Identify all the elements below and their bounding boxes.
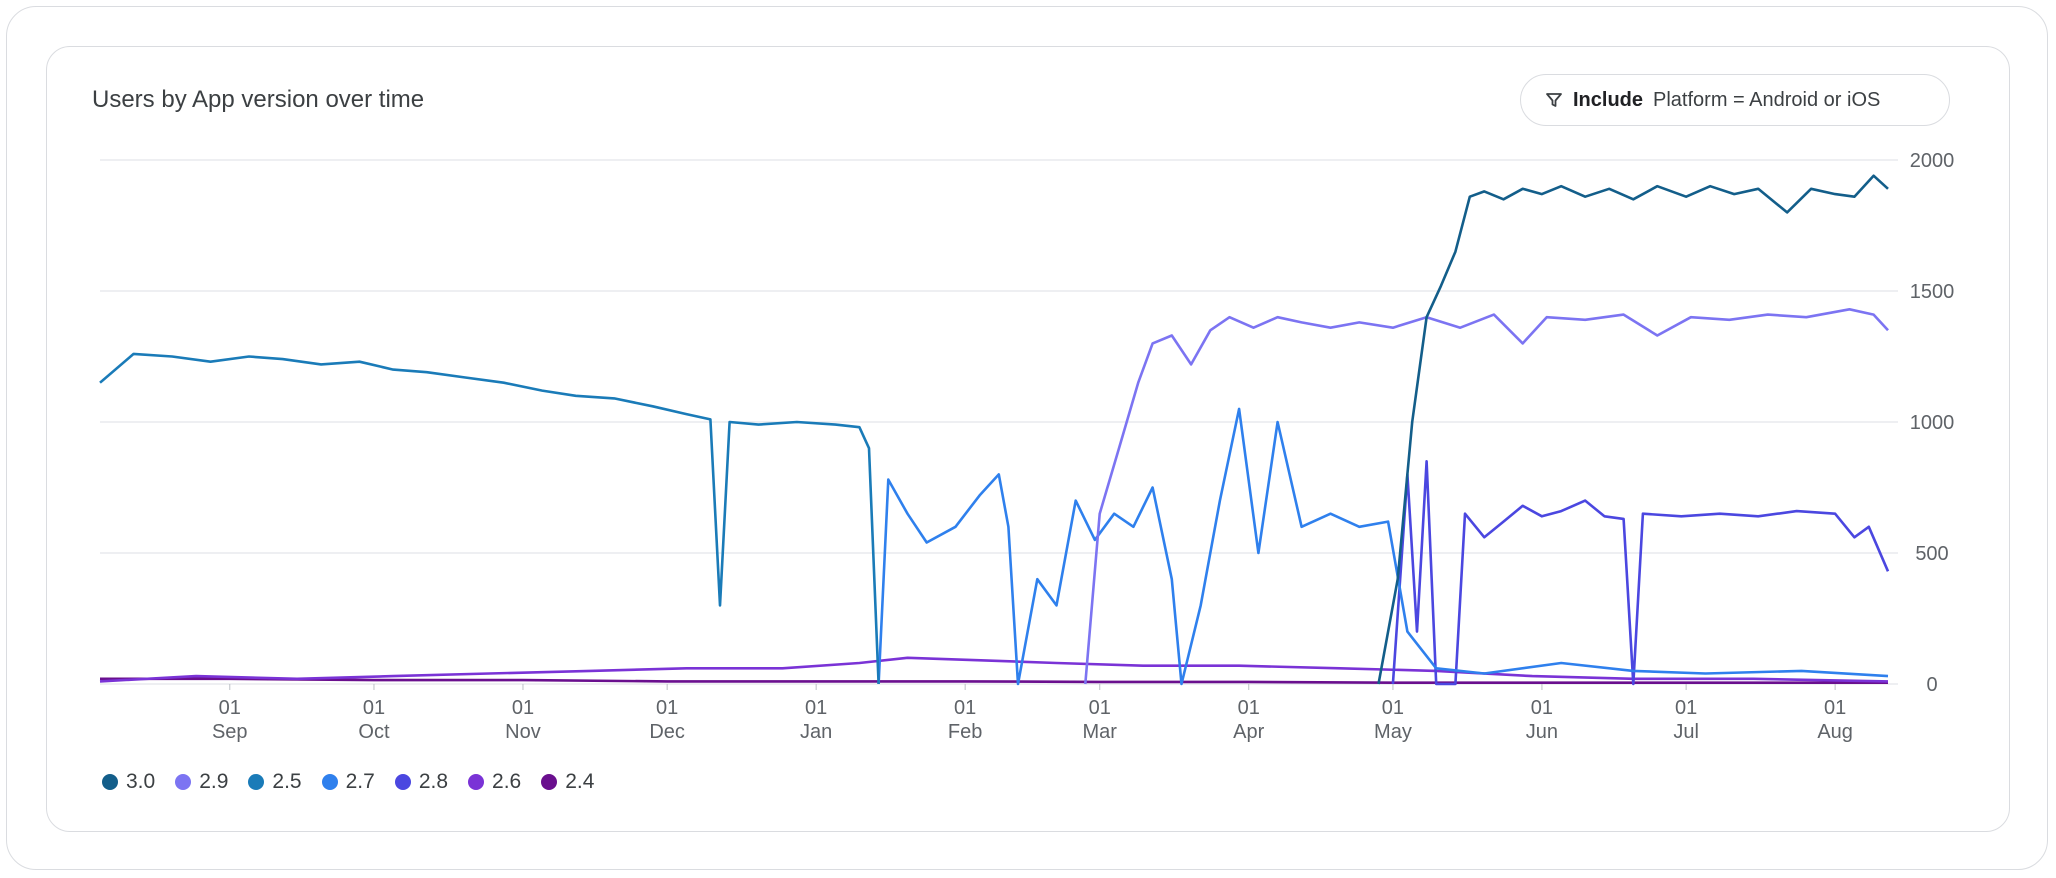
x-tick-month: Apr bbox=[1233, 721, 1264, 743]
legend-label: 2.9 bbox=[199, 770, 229, 793]
y-tick-label: 2000 bbox=[1910, 150, 1955, 172]
legend-swatch bbox=[541, 774, 558, 790]
x-tick-month: Oct bbox=[358, 721, 390, 743]
series-line-2-7 bbox=[877, 407, 1889, 686]
legend-label: 3.0 bbox=[126, 770, 156, 793]
x-tick-month: Dec bbox=[649, 721, 685, 743]
x-tick-month: Jan bbox=[800, 721, 832, 743]
filter-keyword: Include bbox=[1573, 88, 1644, 111]
legend-item[interactable]: 2.4 bbox=[541, 770, 594, 794]
y-axis-ticks: 0 500 1000 1500 2000 bbox=[1910, 150, 1955, 696]
x-tick-month: Jul bbox=[1673, 721, 1699, 743]
series-line-2-9 bbox=[1084, 307, 1889, 685]
x-tick-day: 01 bbox=[363, 697, 385, 719]
legend-swatch bbox=[321, 774, 338, 790]
x-tick-day: 01 bbox=[1089, 697, 1111, 719]
legend-label: 2.8 bbox=[418, 770, 449, 793]
x-tick-day: 01 bbox=[1238, 697, 1260, 719]
x-tick-month: Nov bbox=[505, 721, 541, 743]
legend-swatch bbox=[394, 774, 411, 790]
x-tick-day: 01 bbox=[954, 697, 976, 719]
x-tick-month: Jun bbox=[1526, 721, 1558, 743]
filter-icon bbox=[1545, 91, 1563, 109]
legend-item[interactable]: 3.0 bbox=[102, 770, 155, 794]
x-tick-day: 01 bbox=[1531, 697, 1553, 719]
legend-item[interactable]: 2.8 bbox=[394, 770, 449, 794]
y-tick-label: 1000 bbox=[1910, 412, 1955, 434]
chart-card bbox=[46, 46, 2010, 832]
series-line-2-4 bbox=[100, 677, 1888, 685]
legend-item[interactable]: 2.9 bbox=[175, 770, 228, 794]
legend-label: 2.7 bbox=[345, 770, 375, 793]
x-tick-month: Feb bbox=[948, 721, 982, 743]
legend-swatch bbox=[102, 774, 118, 790]
x-tick-month: Mar bbox=[1083, 721, 1118, 743]
x-tick-day: 01 bbox=[1675, 697, 1697, 719]
x-tick-day: 01 bbox=[805, 697, 827, 719]
series-line-2-8 bbox=[1391, 459, 1890, 686]
series-line-2-5 bbox=[99, 352, 880, 685]
series-line-2-6 bbox=[99, 656, 1889, 683]
x-tick-day: 01 bbox=[656, 697, 678, 719]
chart-title: Users by App version over time bbox=[92, 86, 425, 113]
chart-legend: 3.0 2.9 2.5 2.7 2.8 2.6 2.4 bbox=[102, 770, 594, 794]
x-tick-month: Sep bbox=[212, 721, 248, 743]
x-tick-day: 01 bbox=[219, 697, 241, 719]
legend-label: 2.6 bbox=[492, 770, 522, 793]
x-tick-day: 01 bbox=[512, 697, 534, 719]
legend-item[interactable]: 2.5 bbox=[248, 770, 302, 794]
series-line-3-0 bbox=[1377, 174, 1889, 685]
legend-item[interactable]: 2.6 bbox=[468, 770, 521, 794]
x-tick-day: 01 bbox=[1382, 697, 1404, 719]
x-tick-month: Aug bbox=[1817, 721, 1853, 743]
series-lines bbox=[99, 174, 1890, 686]
legend-label: 2.4 bbox=[565, 770, 595, 793]
legend-item[interactable]: 2.7 bbox=[321, 770, 375, 794]
x-tick-month: May bbox=[1374, 721, 1412, 743]
filter-expression: Platform = Android or iOS bbox=[1653, 88, 1881, 111]
legend-label: 2.5 bbox=[272, 770, 302, 793]
x-tick-day: 01 bbox=[1824, 697, 1846, 719]
y-tick-label: 0 bbox=[1926, 674, 1937, 696]
x-axis-ticks: 01Sep01Oct01Nov01Dec01Jan01Feb01Mar01Apr… bbox=[212, 684, 1853, 743]
legend-swatch bbox=[248, 774, 265, 790]
y-tick-label: 1500 bbox=[1910, 281, 1955, 303]
y-tick-label: 500 bbox=[1915, 543, 1948, 565]
legend-swatch bbox=[468, 774, 485, 790]
legend-swatch bbox=[175, 774, 192, 790]
platform-filter-chip[interactable]: Include Platform = Android or iOS bbox=[1520, 74, 1950, 126]
